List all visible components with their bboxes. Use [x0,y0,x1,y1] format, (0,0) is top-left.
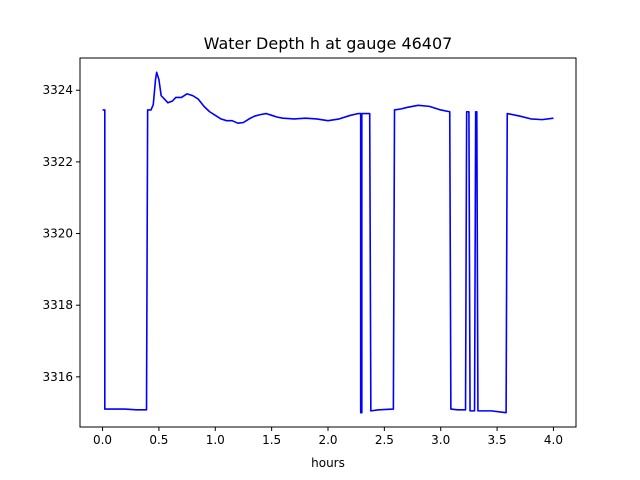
y-tick-label: 3320 [42,227,73,241]
y-tick-label: 3324 [42,83,73,97]
y-tick-label: 3322 [42,155,73,169]
x-tick-label: 3.0 [431,433,450,447]
series-line-1 [102,71,554,414]
y-tick-label: 3316 [42,370,73,384]
x-tick-label: 1.5 [262,433,281,447]
x-tick-label: 1.0 [206,433,225,447]
chart-title: Water Depth h at gauge 46407 [204,34,453,53]
x-tick-label: 2.5 [375,433,394,447]
x-axis-label: hours [311,456,345,470]
x-tick-label: 0.5 [149,433,168,447]
x-tick-label: 2.0 [318,433,337,447]
x-tick-label: 0.0 [93,433,112,447]
x-tick-label: 4.0 [544,433,563,447]
y-tick-label: 3318 [42,298,73,312]
plot-area: 0.0 0.5 1.0 1.5 2.0 2.5 3.0 3.5 4.0 3316 3318 3320 3… [42,57,577,447]
x-tick-label: 3.5 [488,433,507,447]
